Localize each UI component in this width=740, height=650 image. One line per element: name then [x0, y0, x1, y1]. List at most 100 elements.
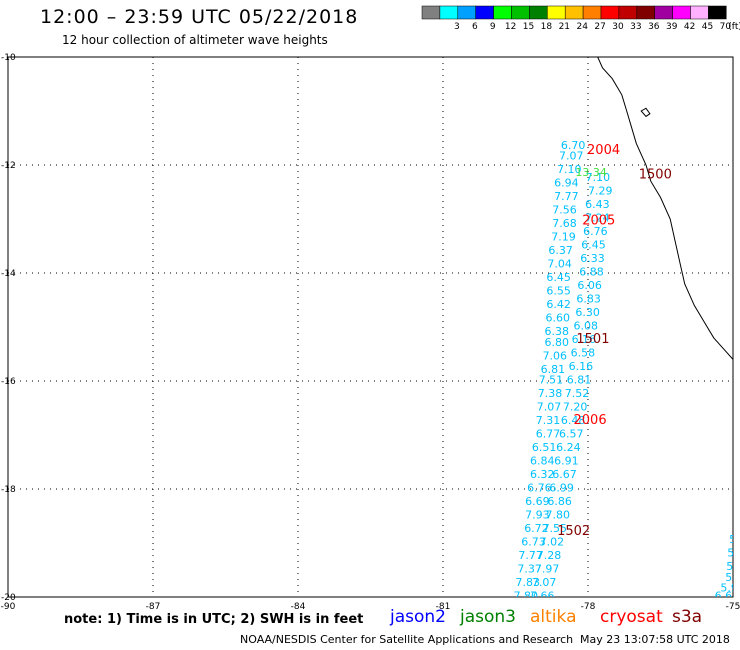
- y-tick-label: -10: [1, 53, 16, 63]
- swh-value-cryosat: 6.51: [532, 441, 557, 454]
- swh-value-cryosat: 6.76: [527, 482, 552, 495]
- swh-value-cryosat: 7.10: [557, 163, 582, 176]
- swh-value-s3a: 6.99: [549, 482, 574, 495]
- swh-value-s3a: 7.29: [588, 185, 613, 198]
- color-bin-label: 21: [559, 22, 570, 32]
- swh-value-cryosat: 7.19: [551, 231, 576, 244]
- satellite-legend-altika: altika: [530, 607, 577, 627]
- plot-frame: [7, 56, 734, 598]
- swh-value-cryosat: 7.07: [537, 401, 562, 414]
- swh-value-cryosat: 6.70: [561, 139, 586, 152]
- swh-value-s3a: 7.24: [585, 212, 610, 225]
- x-tick-label: -90: [1, 602, 16, 610]
- swh-value-edge-track: 5.00: [729, 533, 740, 546]
- swh-value-s3a: 6.08: [574, 320, 599, 333]
- swh-value-cryosat: 6.72: [524, 522, 549, 535]
- track-time-label: 2004: [587, 143, 620, 158]
- swh-value-edge-track: 5.50: [726, 560, 740, 573]
- swh-value-s3a: 6.33: [580, 252, 605, 265]
- track-time-label: 1502: [557, 524, 590, 539]
- color-bin-16: [708, 5, 727, 20]
- swh-value-cryosat: 7.04: [547, 258, 572, 271]
- x-tick-label: -81: [436, 602, 451, 610]
- swh-value-cryosat: 6.69: [525, 495, 550, 508]
- swh-value-cryosat: 7.31: [536, 414, 561, 427]
- swh-value-cryosat: 6.80: [545, 336, 570, 349]
- swh-value-cryosat: 6.60: [545, 312, 570, 325]
- swh-value-s3a: 6.83: [576, 293, 601, 306]
- swh-value-s3a: 6.16: [572, 333, 597, 346]
- swh-value-s3a: 6.88: [579, 266, 604, 279]
- swh-value-cryosat: 6.45: [546, 271, 571, 284]
- color-bin-label: 33: [630, 22, 641, 32]
- swh-value-s3a: 7.07: [532, 576, 557, 589]
- swh-value-cryosat: 6.55: [546, 285, 571, 298]
- swh-value-s3a: 6.81: [567, 374, 592, 387]
- swh-value-s3a: 6.67: [552, 468, 577, 481]
- x-tick-label: -84: [291, 602, 306, 610]
- color-bin-label: 27: [594, 22, 605, 32]
- color-bin-label: 42: [684, 22, 695, 32]
- swh-value-s3a: 6.48: [561, 414, 586, 427]
- swh-value-cryosat: 6.94: [554, 177, 579, 190]
- chart-subtitle: 12 hour collection of altimeter wave hei…: [62, 33, 328, 47]
- y-tick-label: -14: [1, 269, 16, 279]
- swh-value-s3a: 6.45: [581, 239, 606, 252]
- swh-value-s3a: 7.28: [537, 549, 562, 562]
- swh-value-s3a: 6.43: [585, 198, 610, 211]
- track-time-label: 1501: [576, 332, 609, 347]
- swh-value-s3a: 7.97: [535, 563, 560, 576]
- swh-value-cryosat: 7.07: [559, 150, 584, 163]
- color-bin-label: 3: [454, 22, 460, 32]
- swh-value-cryosat: 7.06: [543, 349, 568, 362]
- x-tick-label: -78: [581, 602, 596, 610]
- y-tick-label: -12: [1, 161, 16, 171]
- swh-value-s3a: 6.76: [583, 225, 608, 238]
- track-time-label: 2005: [582, 213, 615, 228]
- swh-value-s3a: 7.10: [586, 171, 611, 184]
- swh-value-cryosat: 7.83: [516, 576, 541, 589]
- color-bin-label: 70: [720, 22, 732, 32]
- swh-value-s3a: 6.91: [554, 455, 579, 468]
- y-tick-label: -18: [1, 485, 16, 495]
- swh-value-cryosat: 6.84: [530, 455, 555, 468]
- swh-value-s3a: 6.86: [547, 495, 572, 508]
- swh-value-edge-track: 5.98: [720, 582, 740, 595]
- swh-value-cryosat: 7.93: [525, 509, 550, 522]
- swh-value-jason3: 13.34: [575, 166, 607, 179]
- swh-value-cryosat: 7.51: [539, 374, 564, 387]
- y-tick-label: -16: [1, 377, 16, 387]
- swh-value-s3a: 7.02: [540, 536, 565, 549]
- swh-value-cryosat: 6.38: [545, 325, 570, 338]
- swh-value-s3a: 7.52: [565, 387, 590, 400]
- satellite-legend-s3a: s3a: [672, 607, 703, 627]
- color-bin-label: 36: [648, 22, 660, 32]
- credit-line: NOAA/NESDIS Center for Satellite Applica…: [240, 633, 574, 646]
- swh-value-cryosat: 7.80: [514, 590, 539, 603]
- y-tick-label: -20: [1, 593, 16, 603]
- swh-value-cryosat: 6.77: [536, 428, 561, 441]
- color-bin-label: 18: [541, 22, 553, 32]
- swh-value-cryosat: 6.32: [530, 468, 555, 481]
- coastline: [597, 57, 733, 360]
- footnote: note: 1) Time is in UTC; 2) SWH is in fe…: [64, 612, 364, 627]
- swh-value-edge-track: 5.50: [727, 547, 740, 560]
- swh-value-s3a: 7.55: [543, 522, 568, 535]
- swh-value-edge-track: 5.50: [725, 571, 740, 584]
- island-outline: [640, 107, 651, 118]
- satellite-legend-jason3: jason3: [460, 607, 516, 627]
- swh-value-s3a: 6.30: [575, 306, 600, 319]
- swh-value-cryosat: 6.73: [521, 536, 546, 549]
- swh-value-cryosat: 6.42: [546, 298, 571, 311]
- swh-value-cryosat: 7.56: [552, 204, 577, 217]
- render-timestamp: May 23 13:07:58 UTC 2018: [580, 633, 730, 646]
- color-bin-label: 45: [702, 22, 713, 32]
- swh-value-cryosat: 7.38: [538, 387, 563, 400]
- track-time-label: 2006: [574, 413, 607, 428]
- color-bin-label: 30: [612, 22, 624, 32]
- swh-value-cryosat: 7.77: [554, 190, 579, 203]
- color-bin-label: 39: [666, 22, 678, 32]
- swh-value-cryosat: 6.37: [548, 244, 573, 257]
- swh-value-cryosat: 7.77: [518, 549, 543, 562]
